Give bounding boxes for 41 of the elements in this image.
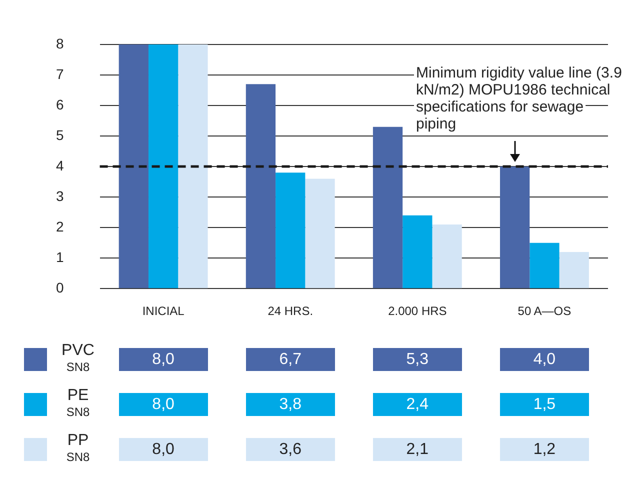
bar <box>305 178 335 288</box>
data-label: 8,0 <box>118 393 208 416</box>
x-tick-label: 50 A—OS <box>518 304 572 318</box>
legend-label: PVC SN8 <box>60 342 96 376</box>
data-label: 8,0 <box>118 348 208 371</box>
bar <box>402 215 432 288</box>
legend-label: PE SN8 <box>65 387 91 421</box>
y-tick-label: 4 <box>56 157 64 174</box>
bar <box>530 242 560 288</box>
data-label: 2,4 <box>372 393 462 416</box>
data-label: 1,5 <box>500 393 589 416</box>
bar <box>148 44 178 288</box>
y-tick-label: 1 <box>56 248 64 265</box>
y-tick-label: 6 <box>56 96 64 112</box>
x-tick-label: INICIAL <box>142 304 185 318</box>
bar <box>559 252 589 288</box>
data-label: 8,0 <box>118 438 208 461</box>
x-tick-label: 2.000 HRS <box>388 304 447 318</box>
data-label: 1,2 <box>500 438 589 461</box>
data-label: 3,8 <box>246 393 335 416</box>
y-tick-label: 8 <box>56 35 64 52</box>
y-tick-label: 5 <box>56 126 64 143</box>
data-label: 2,1 <box>372 438 462 461</box>
bar <box>118 44 148 288</box>
y-tick-label: 0 <box>56 279 64 296</box>
data-label: 6,7 <box>246 348 335 371</box>
ref-line-label: Minimum rigidity value line (3.9 kN/m2) MOPU1986 technical specifications for sewage piping <box>416 64 622 132</box>
bar <box>500 166 530 288</box>
data-label: 4,0 <box>500 348 589 371</box>
legend-label: PP SN8 <box>65 432 91 466</box>
bar <box>246 84 276 288</box>
data-label: 5,3 <box>372 348 462 371</box>
data-label: 3,6 <box>246 438 335 461</box>
y-tick-label: 3 <box>56 188 64 204</box>
bar <box>432 224 462 288</box>
bar <box>178 44 208 288</box>
bar <box>276 172 306 288</box>
y-tick-label: 2 <box>56 218 64 234</box>
y-tick-label: 7 <box>56 66 64 82</box>
bar <box>372 126 403 288</box>
x-tick-label: 24 HRS. <box>268 304 314 318</box>
